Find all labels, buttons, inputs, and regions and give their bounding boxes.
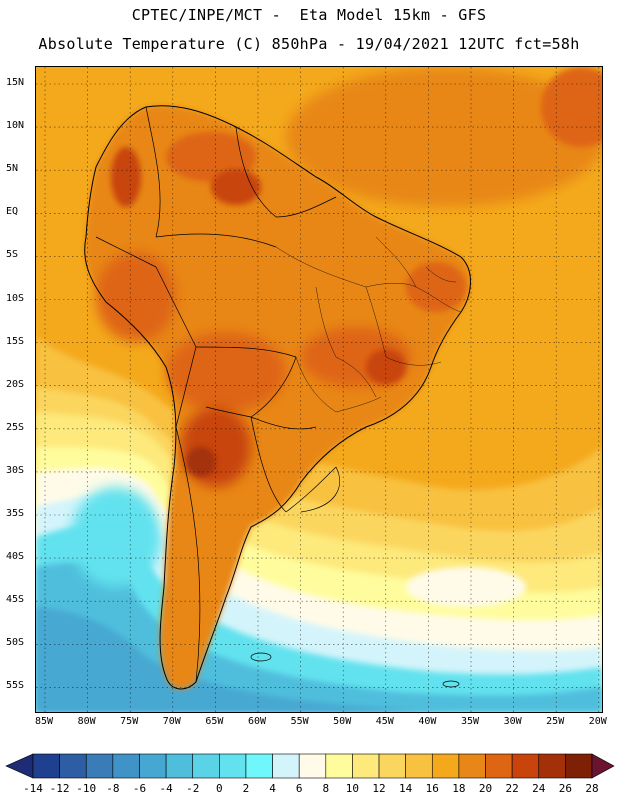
lat-label: 30S — [6, 464, 25, 476]
colorbar-segment — [431, 753, 460, 779]
colorbar-segment — [112, 753, 140, 779]
colorbar-tick-label: -8 — [106, 782, 120, 795]
colorbar-segment — [565, 753, 593, 779]
lon-label: 80W — [77, 716, 96, 727]
colorbar-segment — [192, 753, 220, 779]
hot-core-guiana — [211, 169, 261, 205]
colorbar-tick-label: 18 — [452, 782, 466, 795]
colorbar-tick-label: 26 — [558, 782, 572, 795]
lon-label: 60W — [247, 716, 267, 727]
ocean-warm-east — [286, 67, 602, 207]
falkland-islands — [250, 652, 272, 662]
lon-label: 20W — [588, 716, 607, 727]
colorbar-tick-label: 22 — [505, 782, 519, 795]
lon-label: 85W — [34, 716, 54, 727]
lat-label: 40S — [6, 551, 25, 563]
lon-label: 50W — [333, 716, 352, 727]
lat-label: 20S — [6, 378, 25, 390]
colorbar-tick-label: 8 — [322, 782, 330, 795]
lat-label: 45S — [6, 594, 25, 606]
lat-label: 50S — [6, 637, 25, 649]
colorbar-tick-label: -2 — [186, 782, 200, 795]
state-borders — [275, 236, 462, 413]
colorbar-segment — [85, 753, 114, 779]
lon-label: 30W — [503, 716, 522, 727]
colorbar-tick-label: 2 — [242, 782, 250, 795]
lat-label: 55S — [6, 680, 25, 692]
lon-label: 55W — [290, 716, 309, 727]
colorbar-tick-label: -4 — [159, 782, 173, 795]
lat-label: 5S — [6, 249, 19, 261]
title-line-1: CPTEC/INPE/MCT - Eta Model 15km - GFS — [131, 6, 487, 24]
colorbar-segment — [352, 753, 380, 779]
colorbar-tick-label: 16 — [425, 782, 439, 795]
colorbar-tick-label: 14 — [399, 782, 413, 795]
temperature-map — [35, 66, 603, 713]
lat-label: 5N — [6, 163, 19, 175]
hot-core-chaco — [181, 407, 251, 487]
colorbar-segment — [139, 753, 167, 779]
lat-label: 35S — [6, 508, 25, 519]
colorbar-tick-label: 0 — [216, 782, 223, 795]
hot-core-argentina — [186, 447, 216, 477]
lat-label: 10N — [6, 120, 25, 132]
title-line-2: Absolute Temperature (C) 850hPa - 19/04/… — [38, 35, 580, 53]
hot-core-bolivia — [166, 332, 286, 412]
map-canvas — [36, 67, 602, 712]
hot-core-peru — [96, 252, 176, 342]
hot-core-minas — [366, 349, 406, 385]
south-america-land — [84, 105, 471, 689]
ocean-light-patch — [406, 567, 526, 607]
band-minus2 — [36, 607, 456, 712]
colorbar-segment — [325, 753, 353, 779]
colorbar-over-arrow — [591, 753, 615, 779]
lon-label: 35W — [460, 716, 480, 727]
colorbar-segment — [59, 753, 87, 779]
colorbar-segment — [378, 753, 406, 779]
south-georgia — [442, 680, 460, 688]
colorbar-tick-label: 20 — [478, 782, 493, 795]
lon-label: 65W — [205, 716, 224, 727]
hot-core-northeast — [406, 262, 466, 312]
colorbar-segment — [405, 753, 433, 779]
lon-label: 45W — [375, 716, 394, 727]
country-borders — [95, 106, 340, 683]
lon-label: 25W — [546, 716, 565, 727]
colorbar-tick-label: 10 — [345, 782, 360, 795]
colorbar-segment — [458, 753, 486, 779]
hot-core-colombia — [111, 147, 141, 207]
colorbar-segment — [219, 753, 247, 779]
colorbar-tick-label: 12 — [372, 782, 386, 795]
colorbar-segment — [32, 753, 60, 779]
colorbar — [5, 753, 615, 779]
lat-label: EQ — [6, 206, 19, 218]
colorbar-tick-label: 4 — [269, 782, 276, 795]
colorbar-tick-label: -6 — [132, 782, 147, 795]
lon-label: 40W — [418, 716, 437, 727]
colorbar-segment — [485, 753, 513, 779]
colorbar-under-arrow — [5, 753, 34, 779]
colorbar-segment — [511, 753, 540, 779]
colorbar-segment — [245, 753, 273, 779]
colorbar-tick-label: -10 — [76, 782, 97, 795]
lon-label: 75W — [120, 716, 139, 727]
colorbar-tick-label: -12 — [49, 782, 70, 795]
ocean-pacific-cold-patch — [71, 487, 161, 587]
coastline — [84, 105, 471, 690]
colorbar-tick-label: 6 — [295, 782, 303, 795]
colorbar-segment — [538, 753, 566, 779]
colorbar-segment — [272, 753, 300, 779]
colorbar-tick-label: 24 — [532, 782, 546, 795]
colorbar-segment — [298, 753, 327, 779]
lat-label: 15S — [6, 335, 25, 347]
colorbar-tick-label: 28 — [585, 782, 599, 795]
lat-label: 10S — [6, 292, 25, 304]
colorbar-segment — [165, 753, 194, 779]
lat-label: 15N — [6, 77, 25, 88]
lat-label: 25S — [6, 421, 25, 433]
lon-label: 70W — [162, 716, 181, 727]
colorbar-tick-label: -14 — [23, 782, 43, 795]
